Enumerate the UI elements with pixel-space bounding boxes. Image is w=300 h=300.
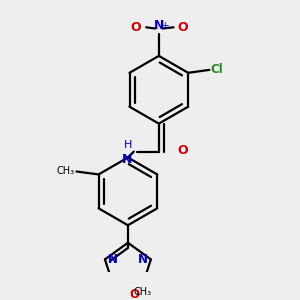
Text: +: + [162, 21, 169, 30]
Text: N: N [108, 253, 118, 266]
Text: CH₃: CH₃ [134, 287, 152, 297]
Text: N: N [154, 19, 164, 32]
Text: O: O [178, 21, 188, 34]
Text: N: N [138, 253, 148, 266]
Text: Cl: Cl [211, 63, 224, 76]
Text: N: N [122, 153, 132, 166]
Text: -: - [182, 17, 186, 27]
Text: O: O [130, 288, 140, 300]
Text: O: O [130, 21, 141, 34]
Text: H: H [124, 140, 132, 150]
Text: CH₃: CH₃ [56, 167, 74, 176]
Text: O: O [177, 144, 188, 157]
